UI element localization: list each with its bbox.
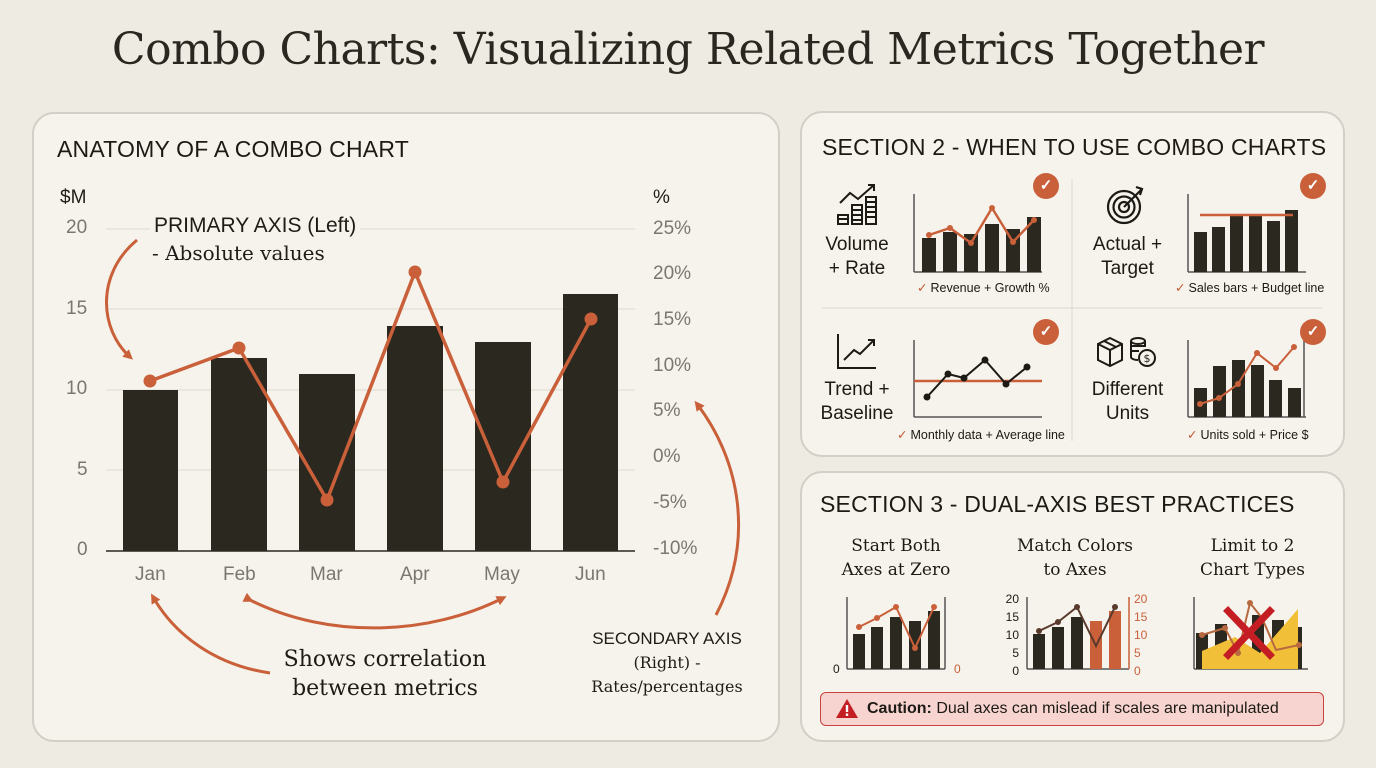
section2-grid <box>822 179 1322 441</box>
primary-axis-note-2: - Absolute values <box>152 241 325 265</box>
correlation-arrow-double <box>242 592 507 630</box>
monthly-average-minichart <box>913 340 1042 418</box>
practice-start-zero-title: Start Both Axes at Zero <box>841 536 951 580</box>
revenue-bars <box>123 294 618 551</box>
month-label: Feb <box>223 564 256 585</box>
right-axis-unit: % <box>653 187 670 208</box>
target-icon <box>1106 185 1144 225</box>
cell-volume-rate-caption: ✓ Revenue + Growth % <box>917 281 1050 295</box>
primary-axis-note: PRIMARY AXIS (Left) <box>150 214 361 238</box>
month-label: Jun <box>575 564 606 585</box>
right-tick: 25% <box>653 218 692 239</box>
right-tick: 10% <box>653 355 692 376</box>
cell-trend-baseline-label: Trend + Baseline <box>820 379 894 424</box>
page-title: Combo Charts: Visualizing Related Metric… <box>111 24 1265 75</box>
left-axis-unit: $M <box>60 187 87 208</box>
check-badge-icon: ✓ <box>1033 173 1059 199</box>
right-tick: 15% <box>653 309 692 330</box>
right-tick: 5% <box>653 400 681 421</box>
limit-types-minichart <box>1193 597 1308 670</box>
section3-title: SECTION 3 - DUAL-AXIS BEST PRACTICES <box>820 491 1295 517</box>
month-label: Apr <box>400 564 430 585</box>
practice-limit-types-title: Limit to 2 Chart Types <box>1199 536 1306 580</box>
cell-actual-target-caption: ✓ Sales bars + Budget line <box>1175 281 1325 295</box>
cell-volume-rate-label: Volume + Rate <box>825 234 889 279</box>
match-left-axis: 20 15 10 5 0 <box>1005 592 1019 678</box>
left-tick: 20 <box>66 217 88 238</box>
growth-line <box>143 265 598 507</box>
start-zero-minichart <box>846 597 946 670</box>
right-tick: -10% <box>653 538 698 559</box>
check-badge-icon: ✓ <box>1300 173 1326 199</box>
section2-title: SECTION 2 - WHEN TO USE COMBO CHARTS <box>822 134 1327 160</box>
caution-text: Dual axes can mislead if scales are mani… <box>931 700 1279 717</box>
cell-actual-target-label: Actual + Target <box>1092 234 1163 279</box>
left-tick: 15 <box>66 298 88 319</box>
cell-trend-baseline-caption: ✓ Monthly data + Average line <box>897 428 1065 442</box>
bar-growth-icon <box>837 184 877 225</box>
revenue-growth-minichart <box>913 194 1042 273</box>
secondary-axis-arrow <box>694 400 740 616</box>
right-tick: 20% <box>653 263 692 284</box>
correlation-note: Shows correlation between metrics <box>283 647 487 701</box>
warning-icon <box>836 699 858 718</box>
check-badge-icon: ✓ <box>1033 319 1059 345</box>
left-tick: 5 <box>77 459 88 480</box>
trend-chart-icon <box>837 334 876 369</box>
match-colors-minichart <box>1026 597 1130 670</box>
right-tick: -5% <box>653 492 687 513</box>
zero-left-label: 0 <box>833 662 840 676</box>
correlation-arrow-left <box>150 593 271 675</box>
zero-right-label: 0 <box>954 662 961 676</box>
left-tick: 0 <box>77 539 88 560</box>
check-badge-icon: ✓ <box>1300 319 1326 345</box>
gridlines <box>106 228 635 471</box>
caution-banner: Caution: Dual axes can mislead if scales… <box>820 692 1324 726</box>
caution-label: Caution: <box>867 700 932 717</box>
sales-budget-minichart <box>1187 194 1306 273</box>
svg-text:$: $ <box>1144 352 1151 365</box>
right-tick: 0% <box>653 446 681 467</box>
month-label: Mar <box>310 564 343 585</box>
secondary-axis-note: SECONDARY AXIS (Right) - Rates/percentag… <box>591 629 743 696</box>
left-tick: 10 <box>66 378 88 399</box>
match-right-axis: 20 15 10 5 0 <box>1134 592 1148 678</box>
practice-match-colors-title: Match Colors to Axes <box>1016 536 1133 580</box>
month-label: May <box>484 564 520 585</box>
units-price-minichart <box>1187 340 1306 418</box>
anatomy-title: ANATOMY OF A COMBO CHART <box>57 136 409 162</box>
cell-different-units-label: Different Units <box>1091 379 1164 424</box>
combo-chart <box>105 228 740 675</box>
red-x-icon <box>1223 606 1275 660</box>
cell-different-units-caption: ✓ Units sold + Price $ <box>1187 428 1309 442</box>
month-label: Jan <box>135 564 166 585</box>
box-and-coins-icon: $ <box>1097 336 1156 368</box>
primary-axis-arrow <box>105 238 138 360</box>
